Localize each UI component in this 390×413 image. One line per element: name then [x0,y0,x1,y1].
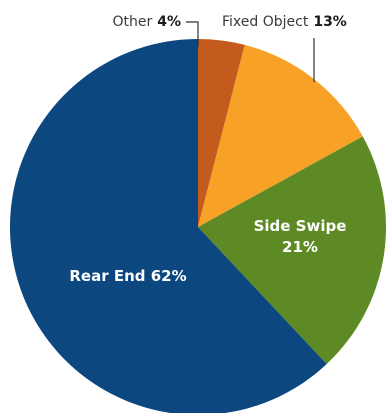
pie-slice-other [198,39,245,227]
slice-label-fixed-object: Fixed Object 13% [222,14,347,30]
slice-value-fixed-object: 13% [313,14,347,30]
slice-value-other: 4% [157,14,181,30]
slice-name-side-swipe: Side Swipe [254,217,347,235]
slice-name-other: Other [112,14,152,30]
pie-slice-fixed-object [198,44,363,227]
pie-slice-rear-end [10,39,327,413]
slice-label-other: Other 4% [112,14,181,30]
leader-line-other [186,21,199,47]
pie-slices [10,39,387,413]
slice-value-side-swipe: 21% [282,238,318,256]
slice-label-rear-end: Rear End 62% [69,267,186,285]
pie-slice-side-swipe [198,136,387,365]
slice-name-fixed-object: Fixed Object [222,14,309,30]
